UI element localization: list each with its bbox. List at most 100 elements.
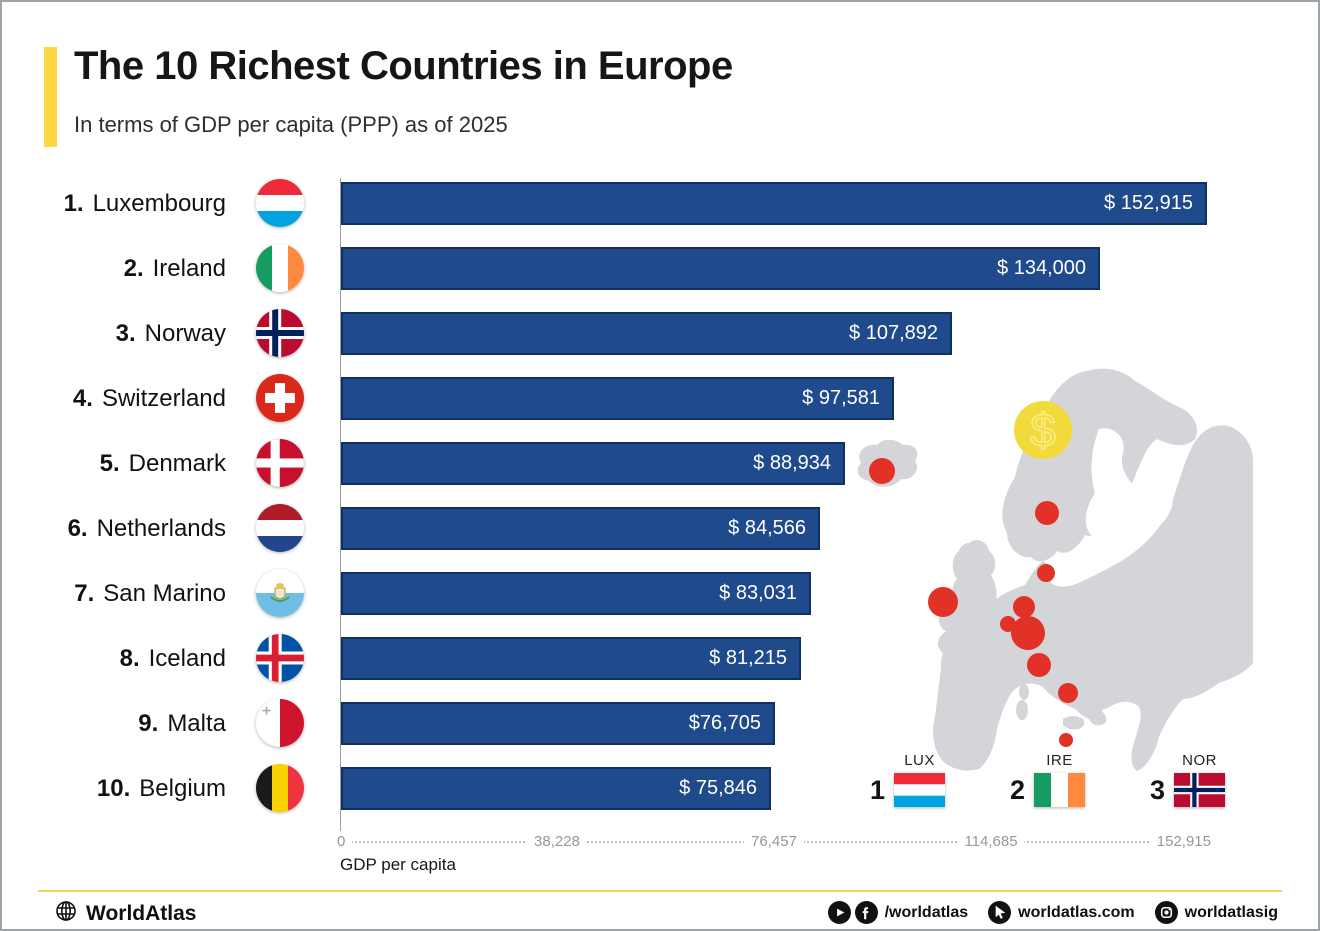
bar-value-label: $ 97,581	[802, 387, 880, 409]
social-handle: worldatlasig	[1184, 903, 1278, 921]
row-label: 8. Iceland	[2, 645, 226, 673]
row-country: Denmark	[128, 449, 226, 477]
bar: $ 83,031	[341, 572, 811, 615]
europe-map: $	[847, 365, 1257, 777]
flag-icon-switzerland	[256, 374, 304, 422]
globe-icon	[54, 899, 78, 929]
legend-rank: 2	[1010, 775, 1026, 805]
row-label: 10. Belgium	[2, 775, 226, 803]
bar: $ 107,892	[341, 312, 952, 355]
map-legend-item: 1 LUX	[870, 752, 946, 807]
legend-flag-icon-ire	[1034, 773, 1086, 807]
bar-value-label: $ 152,915	[1104, 192, 1193, 214]
bar: $ 88,934	[341, 442, 845, 485]
x-tick: 0	[337, 831, 353, 853]
chart-row: 9. Malta $76,705	[2, 699, 1318, 747]
facebook-icon	[854, 901, 878, 924]
dollar-coin-icon	[1014, 401, 1072, 459]
x-tick: 38,228	[527, 831, 587, 853]
row-rank: 4.	[72, 384, 93, 412]
marker-norway	[1035, 501, 1059, 525]
row-country: Norway	[144, 319, 226, 347]
legend-flag-icon-nor	[1174, 773, 1226, 807]
bar: $ 81,215	[341, 637, 801, 680]
bar: $ 152,915	[341, 182, 1207, 225]
youtube-icon	[827, 901, 851, 924]
flag-icon-belgium	[256, 764, 304, 812]
legend-country-code: IRE	[1046, 752, 1073, 769]
row-country: Belgium	[139, 774, 226, 802]
bar-value-label: $76,705	[688, 712, 761, 734]
row-label: 9. Malta	[2, 710, 226, 738]
legend-rank: 3	[1150, 775, 1166, 805]
marker-netherlands	[1013, 596, 1035, 618]
brand-name: WorldAtlas	[86, 902, 197, 925]
row-country: Iceland	[148, 644, 226, 672]
row-label: 3. Norway	[2, 320, 226, 348]
row-rank: 7.	[74, 579, 95, 607]
marker-switzerland	[1027, 653, 1051, 677]
brand: WorldAtlas	[54, 899, 196, 929]
row-rank: 2.	[123, 254, 144, 282]
flag-icon-netherlands	[256, 504, 304, 552]
chart-row: 3. Norway $ 107,892	[2, 309, 1318, 357]
social-handle: worldatlas.com	[1018, 903, 1135, 921]
social-link: worldatlasig	[1154, 901, 1278, 924]
marker-denmark	[1037, 564, 1055, 582]
page-title: The 10 Richest Countries in Europe	[74, 44, 733, 88]
footer-divider	[38, 890, 1282, 892]
cursor-icon	[988, 901, 1012, 924]
row-country: Switzerland	[101, 384, 226, 412]
flag-icon-ireland	[256, 244, 304, 292]
row-label: 6. Netherlands	[2, 515, 226, 543]
flag-icon-malta	[256, 699, 304, 747]
instagram-icon	[1154, 901, 1178, 924]
bar-value-label: $ 75,846	[679, 777, 757, 799]
chart-row: 7. San Marino $ 83,031	[2, 569, 1318, 617]
legend-country-code: NOR	[1182, 752, 1217, 769]
legend-flag-icon-lux	[894, 773, 946, 807]
chart-baseline	[340, 178, 341, 848]
row-label: 2. Ireland	[2, 255, 226, 283]
flag-icon-norway	[256, 309, 304, 357]
marker-san-marino	[1058, 683, 1078, 703]
row-rank: 5.	[99, 449, 120, 477]
bar: $ 97,581	[341, 377, 894, 420]
map-legend-item: 3 NOR	[1150, 752, 1226, 807]
flag-icon-san-marino	[256, 569, 304, 617]
chart-row: 10. Belgium $ 75,846	[2, 764, 1318, 812]
bar-value-label: $ 84,566	[728, 517, 806, 539]
chart-row: 4. Switzerland $ 97,581	[2, 374, 1318, 422]
bar-value-label: $ 88,934	[753, 452, 831, 474]
x-axis-label: GDP per capita	[340, 855, 456, 874]
row-rank: 9.	[138, 709, 159, 737]
x-tick: 76,457	[744, 831, 804, 853]
x-tick: 114,685	[957, 831, 1025, 853]
marker-iceland	[869, 458, 895, 484]
x-tick: 152,915	[1149, 831, 1211, 853]
social-links: /worldatlas worldatlas.com worldatlasig	[827, 901, 1278, 924]
chart-row: 2. Ireland $ 134,000	[2, 244, 1318, 292]
page-subtitle: In terms of GDP per capita (PPP) as of 2…	[74, 112, 508, 137]
row-rank: 10.	[96, 774, 131, 802]
flag-icon-iceland	[256, 634, 304, 682]
bar: $ 75,846	[341, 767, 771, 810]
bar-value-label: $ 83,031	[719, 582, 797, 604]
marker-luxembourg	[1011, 616, 1045, 650]
flag-icon-denmark	[256, 439, 304, 487]
chart-row: 6. Netherlands $ 84,566	[2, 504, 1318, 552]
row-label: 5. Denmark	[2, 450, 226, 478]
row-rank: 3.	[115, 319, 136, 347]
marker-ireland	[928, 587, 958, 617]
row-label: 1. Luxembourg	[2, 190, 226, 218]
marker-malta	[1059, 733, 1073, 747]
legend-rank: 1	[870, 775, 886, 805]
chart-row: 8. Iceland $ 81,215	[2, 634, 1318, 682]
svg-text:$: $	[1030, 404, 1056, 456]
row-country: San Marino	[103, 579, 226, 607]
bar-value-label: $ 134,000	[997, 257, 1086, 279]
row-country: Netherlands	[96, 514, 226, 542]
bar: $76,705	[341, 702, 775, 745]
